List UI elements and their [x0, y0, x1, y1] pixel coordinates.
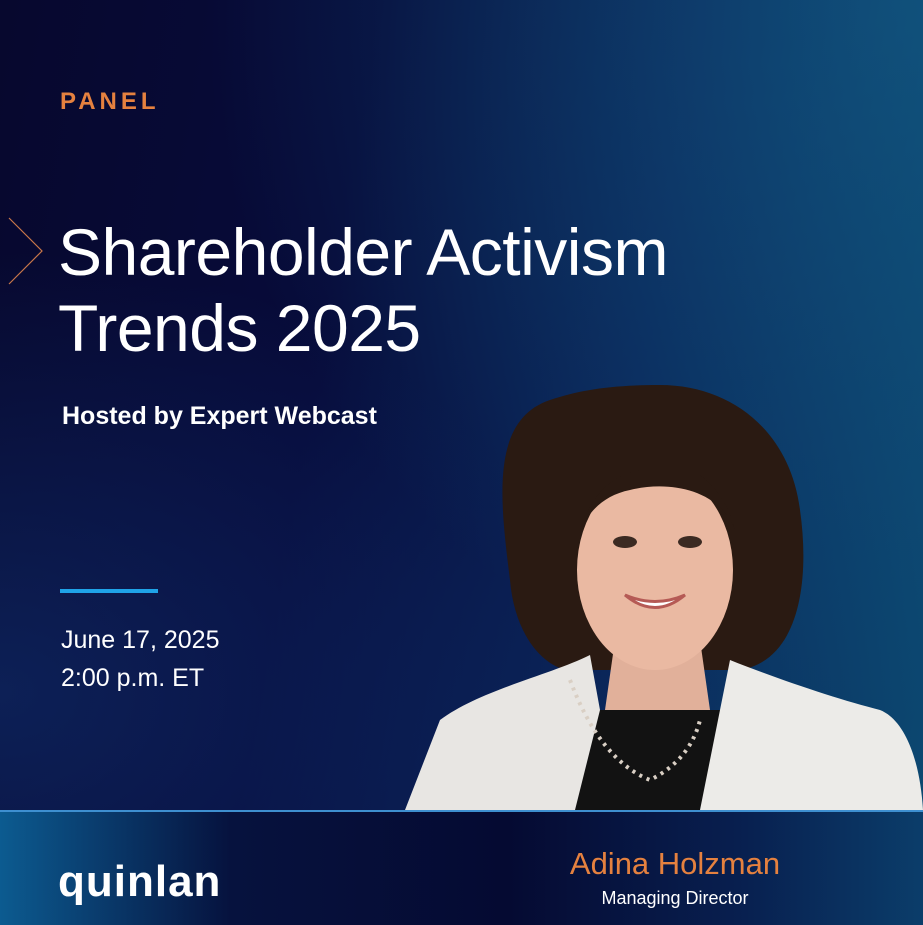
speaker-photo: [405, 385, 923, 810]
quinlan-logo: quinlan: [58, 857, 222, 906]
title-line-2: Trends 2025: [58, 291, 421, 365]
event-title: Shareholder Activism Trends 2025: [58, 214, 668, 366]
speaker-name: Adina Holzman: [569, 846, 781, 881]
eyebrow-label: PANEL: [60, 88, 160, 115]
event-time: 2:00 p.m. ET: [61, 664, 205, 692]
host-text: Hosted by Expert Webcast: [62, 402, 377, 430]
event-datetime: June 17, 2025 2:00 p.m. ET: [61, 621, 219, 697]
footer-band: quinlan Adina Holzman Managing Director: [0, 810, 923, 925]
accent-rule: [60, 589, 158, 593]
speaker-role: Managing Director: [601, 888, 749, 908]
chevron-right-icon: [8, 217, 43, 285]
event-date: June 17, 2025: [61, 626, 220, 654]
title-line-1: Shareholder Activism: [58, 215, 668, 289]
